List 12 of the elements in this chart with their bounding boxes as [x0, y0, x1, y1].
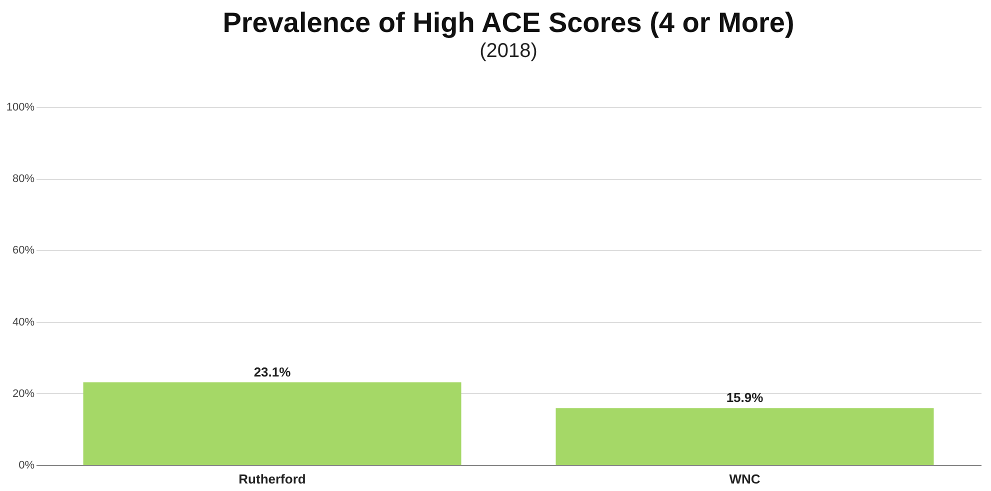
chart-title: Prevalence of High ACE Scores (4 or More)	[222, 7, 794, 38]
data-label: 15.9%	[726, 390, 764, 406]
y-tick-label: 60%	[12, 244, 35, 257]
x-tick-label: WNC	[729, 472, 761, 486]
x-tick-label: Rutherford	[238, 472, 306, 486]
y-tick-label: 0%	[18, 460, 35, 472]
y-tick-label: 40%	[12, 316, 35, 328]
y-tick-label: 100%	[6, 102, 35, 114]
y-tick-label: 20%	[12, 388, 35, 400]
data-label: 23.1%	[254, 364, 292, 380]
chart-subtitle: (2018)	[480, 40, 538, 62]
y-tick-label: 80%	[12, 173, 35, 186]
